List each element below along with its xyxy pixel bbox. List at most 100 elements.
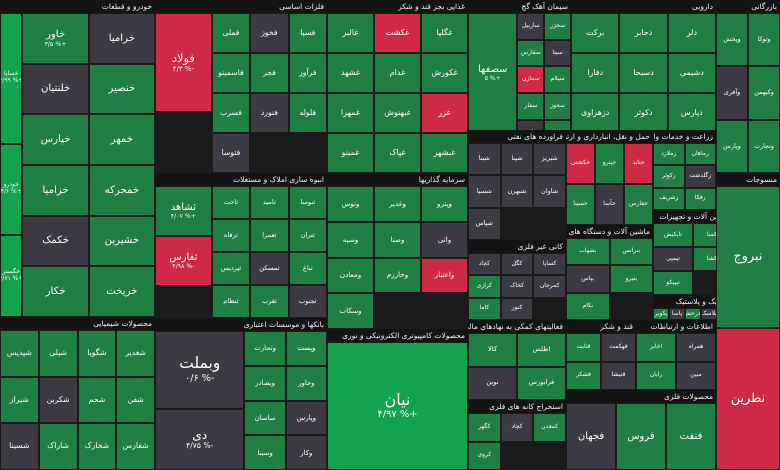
tile-metals-6[interactable]: فرآور <box>288 53 327 93</box>
tile-banks-8[interactable]: وسینا <box>244 435 286 470</box>
tile-cement-6[interactable]: سیلام <box>544 66 571 93</box>
tile-transport-3[interactable]: حسینا <box>566 184 595 225</box>
tile-realestate-2[interactable]: ثامید <box>250 186 289 219</box>
tile-coal-0[interactable]: کگهر <box>468 413 501 442</box>
tile-mining-6[interactable]: کاما <box>468 297 501 320</box>
tile-finance-1[interactable]: اطلس <box>517 333 566 367</box>
tile-textile-1[interactable]: نطرین <box>716 328 780 470</box>
tile-pharma-2[interactable]: دلر <box>667 13 716 53</box>
tile-pharma-0[interactable]: برکت <box>571 13 620 53</box>
tile-transport-4[interactable]: حآسا <box>595 184 624 225</box>
tile-metals-8[interactable]: فنورد <box>250 93 289 133</box>
tile-commerce-3[interactable]: وکبهمن <box>748 66 780 120</box>
tile-food-9[interactable]: غمینو <box>327 133 374 173</box>
tile-mining-1[interactable]: کگل <box>500 253 534 276</box>
tile-auto-9[interactable]: خزامیا <box>22 165 89 216</box>
tile-cement-8[interactable]: سخوز <box>544 93 571 120</box>
tile-metals-9[interactable]: فلوله <box>288 93 327 133</box>
tile-tile-1[interactable]: شپنا <box>500 143 534 176</box>
tile-electric-4[interactable]: بکام <box>566 292 610 320</box>
tile-banks-0[interactable]: وبملت ۰/۶ %- <box>155 331 245 409</box>
tile-cement-4[interactable]: سیتا <box>544 39 571 67</box>
tile-it-2[interactable]: رایان <box>636 361 676 390</box>
tile-chem-10[interactable]: شخارک <box>77 423 117 470</box>
tile-electric-3[interactable]: بنیرو <box>609 265 653 293</box>
tile-metals-5[interactable]: فجر <box>250 53 289 93</box>
tile-sugar-2[interactable]: قشکر <box>566 361 601 390</box>
tile-pharma-7[interactable]: دکوثر <box>619 93 668 133</box>
tile-auto-0[interactable]: خساپا ۴/۹۹ %+ <box>0 13 23 144</box>
tile-agri-2[interactable]: زکوثر <box>653 165 685 188</box>
tile-chem-1[interactable]: شپلی <box>38 330 78 377</box>
tile-agri-4[interactable]: زشریف <box>653 187 685 210</box>
tile-commerce-5[interactable]: وتجارت <box>748 119 780 173</box>
tile-food-6[interactable]: غمهرا <box>327 93 374 133</box>
tile-rubber-3[interactable]: پلاسک <box>701 308 717 320</box>
tile-chem-4[interactable]: شیراز <box>0 376 39 424</box>
tile-pharma-5[interactable]: دشیمی <box>667 53 716 93</box>
tile-investment-4[interactable]: وپترو <box>421 186 468 222</box>
tile-textile-0[interactable]: نبروج <box>716 186 780 328</box>
tile-tile-0[interactable]: شبنا <box>468 143 501 176</box>
tile-banks-3[interactable]: وپست <box>285 331 327 366</box>
tile-metals-1[interactable]: فملی <box>211 13 251 53</box>
tile-misc_right-0[interactable]: فجهان <box>566 403 616 470</box>
tile-banks-1[interactable]: دی ۴/۷۵ %- <box>155 408 245 470</box>
tile-rubber-1[interactable]: پاسا <box>669 308 685 320</box>
tile-investment-3[interactable]: وغدیر <box>374 186 421 222</box>
tile-chem-8[interactable]: شسینا <box>0 423 39 470</box>
tile-food-7[interactable]: غبهنوش <box>374 93 421 133</box>
tile-chem-7[interactable]: شفن <box>116 376 155 424</box>
tile-pharma-4[interactable]: دسبحا <box>619 53 668 93</box>
tile-cement-2[interactable]: سخزر <box>544 13 571 40</box>
tile-metals-4[interactable]: فاسمینو <box>211 53 251 93</box>
tile-investment-6[interactable]: وصنا <box>374 221 421 258</box>
tile-misc_right-2[interactable]: فنفت <box>666 403 716 470</box>
tile-pharma-6[interactable]: دزهراوی <box>571 93 620 133</box>
tile-auto-2[interactable]: خگستر ۴/۷۱ %+ <box>0 234 23 317</box>
tile-chem-6[interactable]: شجم <box>77 376 117 424</box>
tile-cement-7[interactable]: سفار <box>517 93 545 120</box>
tile-food-2[interactable]: غگلپا <box>421 13 468 53</box>
tile-auto-10[interactable]: خمحرکه <box>88 165 155 216</box>
tile-machinery-0[interactable]: تاپکیش <box>653 223 693 247</box>
tile-realestate-4[interactable]: ثفارس ۴/۹۸ %- <box>155 236 212 287</box>
tile-pharma-8[interactable]: دپارس <box>667 93 716 133</box>
tile-electric-1[interactable]: بترانس <box>609 238 653 266</box>
tile-machinery-2[interactable]: تپمپی <box>653 247 693 271</box>
tile-agri-0[interactable]: زملارد <box>653 143 685 166</box>
tile-metals-10[interactable]: فتوسا <box>211 133 251 173</box>
tile-chem-11[interactable]: شفارس <box>116 423 155 470</box>
tile-electric-0[interactable]: بشهاب <box>566 238 610 266</box>
tile-electric-2[interactable]: بپاس <box>566 265 610 293</box>
tile-rubber-0[interactable]: پکویر <box>653 308 669 320</box>
tile-food-8[interactable]: غزر <box>421 93 468 133</box>
tile-metals-0[interactable]: فولاد ۴/۳ %- <box>155 13 212 113</box>
tile-commerce-1[interactable]: وتوکا <box>748 13 780 67</box>
tile-auto-1[interactable]: خودرو ۴/۶ %+ <box>0 143 23 235</box>
tile-mining-0[interactable]: کچاد <box>468 253 501 276</box>
tile-food-3[interactable]: غشهد <box>327 53 374 93</box>
tile-food-1[interactable]: غکشت <box>374 13 421 53</box>
tile-pharma-3[interactable]: دفارا <box>571 53 620 93</box>
tile-chem-5[interactable]: شکربن <box>38 376 78 424</box>
tile-commerce-4[interactable]: وپارس <box>716 119 748 173</box>
tile-realestate-9[interactable]: ثمسکن <box>250 252 289 285</box>
tile-coal-2[interactable]: کمعدن <box>533 413 566 442</box>
tile-food-0[interactable]: غالبر <box>327 13 374 53</box>
tile-banks-5[interactable]: وخاور <box>285 365 327 401</box>
tile-food-11[interactable]: غبشهر <box>421 133 468 173</box>
tile-cement-3[interactable]: سفارس <box>517 39 545 67</box>
tile-banks-7[interactable]: وپارس <box>285 400 327 436</box>
tile-tile-2[interactable]: شبریز <box>533 143 566 176</box>
tile-it-1[interactable]: همراه <box>676 333 716 362</box>
tile-coal-1[interactable]: کچاد <box>500 413 534 442</box>
tile-realestate-13[interactable]: ثجنوب <box>288 285 327 318</box>
tile-tile-5[interactable]: شاوان <box>533 175 566 208</box>
tile-investment-7[interactable]: واتی <box>421 221 468 258</box>
tile-sugar-0[interactable]: قثابت <box>566 333 601 362</box>
tile-mining-7[interactable]: کنور <box>500 297 534 320</box>
tile-chem-3[interactable]: شغدیر <box>116 330 155 377</box>
tile-transport-1[interactable]: حپترو <box>595 143 624 184</box>
tile-tile-3[interactable]: شسپا <box>468 175 501 208</box>
